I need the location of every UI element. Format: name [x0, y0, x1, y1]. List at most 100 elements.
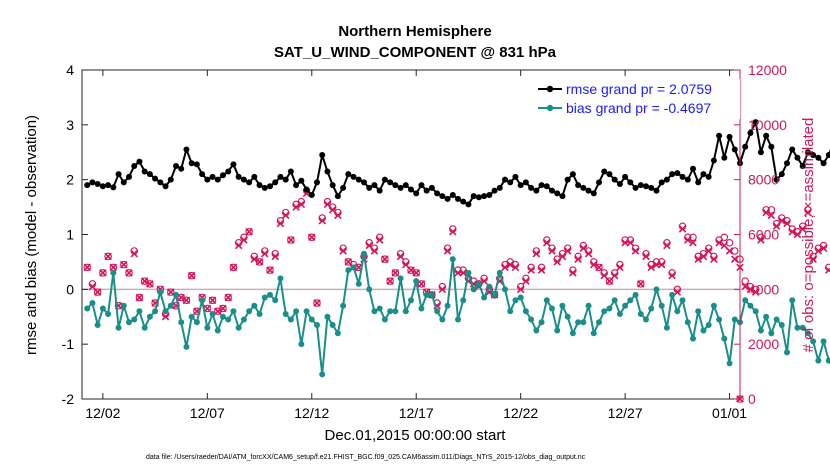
obs-assimilated-stroke [647, 263, 655, 272]
bias-point [444, 302, 451, 309]
y-tick-label: -2 [62, 391, 75, 407]
obs-assimilated-point [109, 263, 118, 272]
obs-assimilated-point [328, 206, 337, 214]
obs-assimilated-point [161, 312, 170, 321]
bias-point [564, 313, 571, 320]
obs-assimilated-stroke [522, 277, 530, 285]
obs-assimilated-stroke [407, 266, 415, 274]
bias-point [658, 302, 665, 309]
bias-point [402, 308, 409, 315]
rmse-point [387, 179, 394, 186]
x-tick-label: 12/22 [503, 405, 538, 421]
bias-point [303, 308, 310, 315]
obs-assimilated-point [135, 293, 144, 302]
obs-assimilated-stroke [83, 263, 91, 272]
obs-assimilated-stroke [809, 255, 817, 263]
obs-possible-point [637, 280, 645, 288]
obs-assimilated-point [219, 304, 227, 313]
obs-assimilated-point [292, 203, 300, 211]
obs-assimilated-point [250, 255, 259, 263]
bias-point [214, 327, 221, 334]
obs-assimilated-stroke [767, 211, 776, 220]
obs-possible-point [605, 277, 614, 285]
rmse-point [272, 179, 279, 186]
rmse-point [726, 133, 733, 140]
obs-assimilated-point [501, 263, 509, 272]
rmse-point [804, 149, 811, 156]
y-axis-label: rmse and bias (model - observation) [23, 115, 40, 355]
rmse-point [120, 179, 127, 186]
legend: rmse grand pr = 2.0759 bias grand pr = -… [534, 79, 740, 119]
bias-point [183, 343, 190, 350]
obs-possible-point [99, 269, 107, 277]
rmse-point [167, 176, 174, 183]
obs-assimilated-point [595, 263, 603, 272]
obs-assimilated-stroke [610, 271, 619, 280]
bias-point [669, 291, 676, 298]
rmse-point [554, 190, 561, 197]
bias-point [716, 316, 723, 323]
bias-point [773, 316, 780, 323]
rmse-point [606, 171, 613, 178]
obs-assimilated-stroke [819, 244, 828, 252]
rmse-point [742, 143, 749, 150]
bias-point [559, 302, 566, 309]
bias-point [710, 302, 717, 309]
bias-point [240, 316, 247, 323]
rmse-point [507, 179, 514, 186]
obs-assimilated-stroke [710, 255, 718, 263]
obs-assimilated-point [281, 211, 290, 220]
obs-assimilated-point [657, 260, 666, 269]
x-tick-label: 12/07 [190, 405, 225, 421]
rmse-point [653, 187, 660, 194]
obs-assimilated-stroke [746, 285, 755, 294]
bias-point [622, 302, 629, 309]
bias-point [747, 302, 754, 309]
rmse-point [716, 132, 723, 139]
obs-assimilated-point [605, 277, 614, 285]
bias-point [763, 313, 770, 320]
obs-assimilated-point [396, 252, 405, 261]
obs-assimilated-point [318, 217, 326, 225]
rmse-point [204, 176, 211, 183]
bias-point [804, 330, 811, 337]
rmse-point [517, 182, 524, 189]
obs-assimilated-point [783, 219, 791, 228]
obs-assimilated-stroke [605, 277, 614, 285]
obs-assimilated-point [104, 252, 112, 261]
obs-possible-point [417, 280, 426, 288]
obs-assimilated-point [402, 260, 410, 269]
obs-assimilated-point [532, 249, 541, 258]
y2-tick-label: 12000 [748, 62, 787, 78]
bias-point [643, 316, 649, 323]
rmse-point [502, 176, 508, 183]
obs-assimilated-stroke [99, 269, 107, 277]
rmse-point [616, 181, 623, 188]
obs-assimilated-point [825, 266, 830, 274]
rmse-point [763, 132, 770, 139]
obs-assimilated-stroke [182, 296, 191, 305]
obs-count-layer [83, 186, 830, 403]
obs-assimilated-stroke [375, 236, 384, 244]
obs-assimilated-point [443, 247, 452, 255]
rmse-point [251, 173, 258, 180]
obs-assimilated-point [375, 236, 384, 244]
obs-assimilated-stroke [516, 285, 525, 294]
rmse-point [308, 192, 315, 199]
bias-point [146, 313, 153, 320]
obs-assimilated-stroke [684, 236, 692, 244]
obs-assimilated-stroke [720, 241, 729, 250]
obs-assimilated-stroke [569, 269, 577, 277]
rmse-point [371, 182, 378, 189]
bias-point [324, 313, 331, 320]
obs-assimilated-stroke [563, 247, 572, 255]
obs-assimilated-point [344, 258, 353, 266]
bias-point [340, 302, 347, 309]
rmse-point [475, 194, 482, 201]
obs-assimilated-stroke [229, 263, 238, 272]
rmse-point [773, 176, 780, 183]
rmse-point [757, 149, 764, 156]
y2-tick-label: 8000 [748, 172, 779, 188]
obs-assimilated-stroke [532, 249, 541, 258]
y-tick-label: -1 [62, 336, 75, 352]
